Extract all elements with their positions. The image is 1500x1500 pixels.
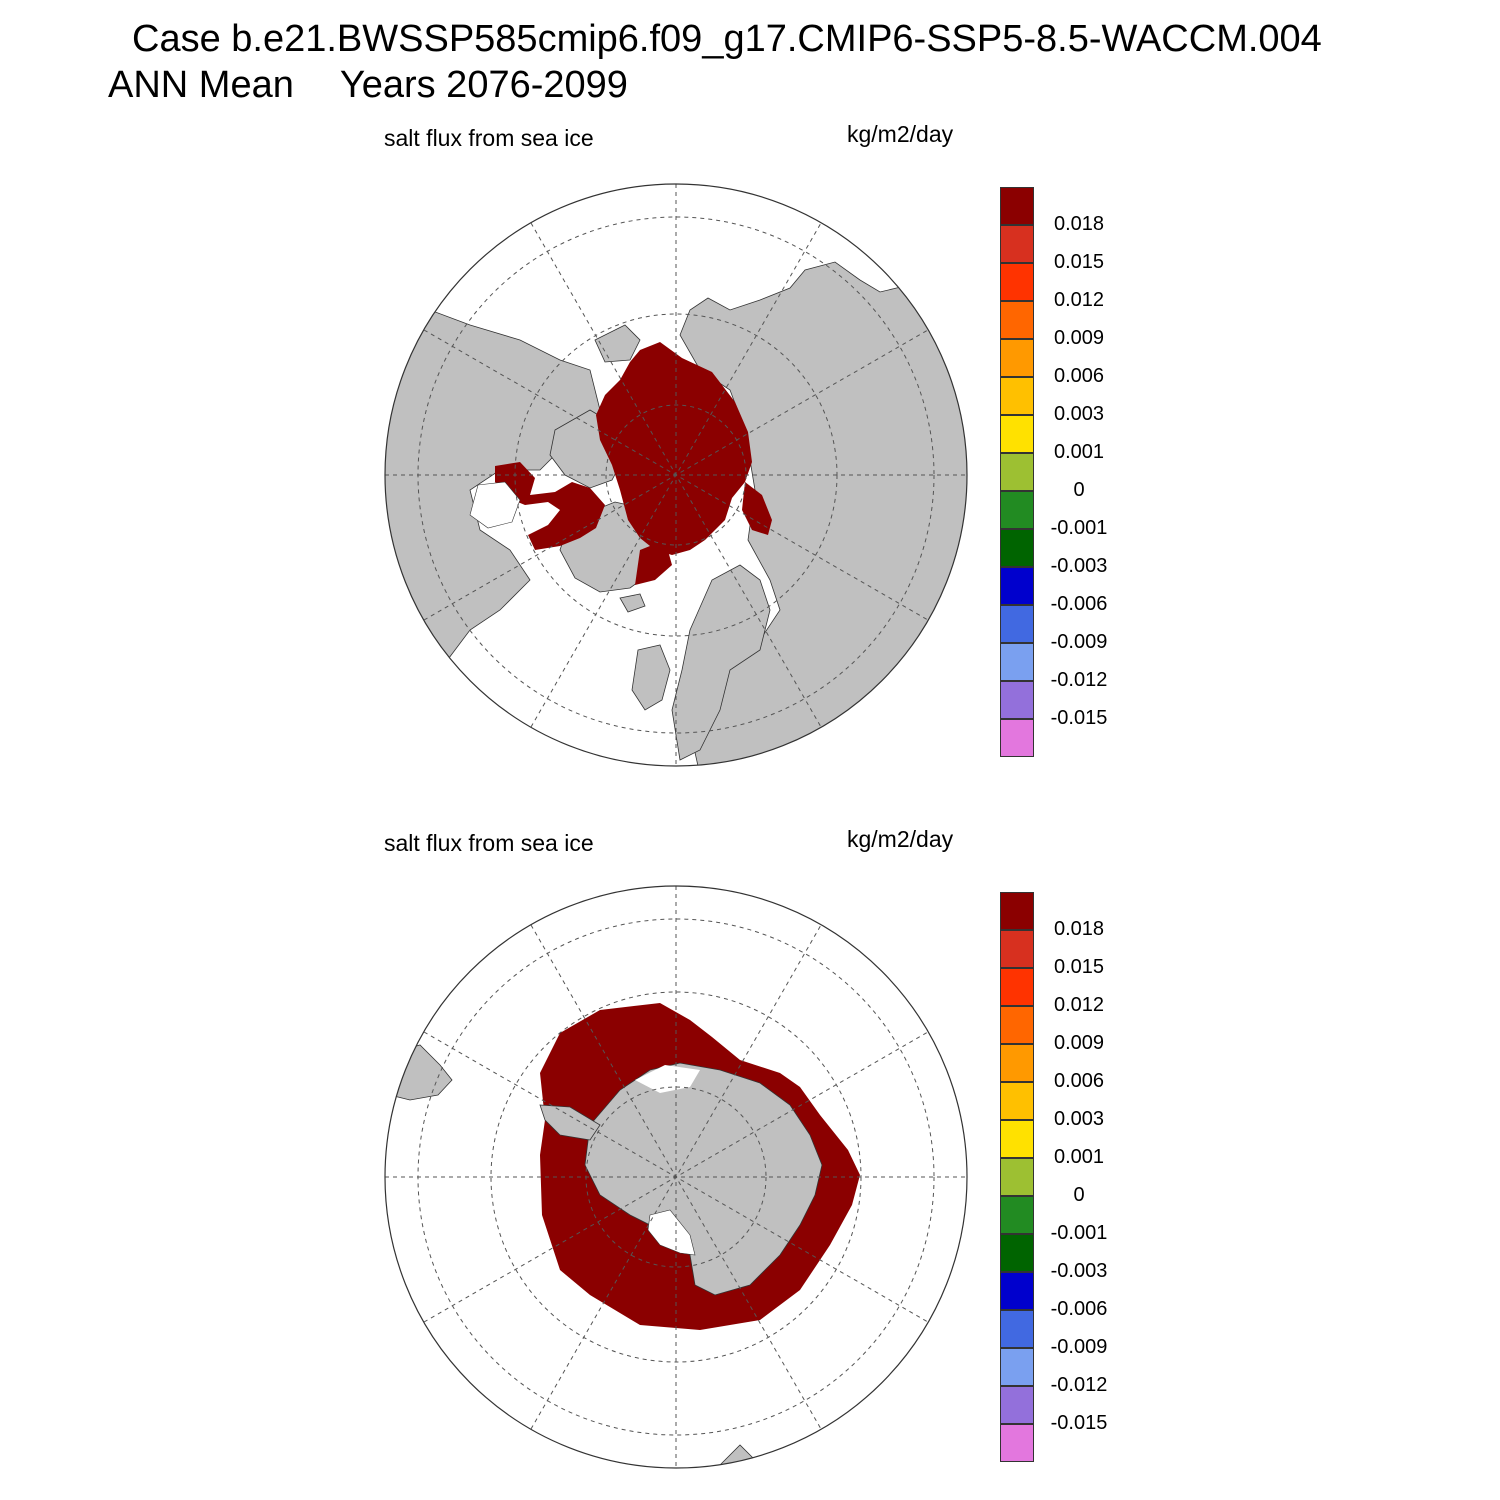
colorbar-label: 0.006 [1053, 365, 1105, 387]
case-title: Case b.e21.BWSSP585cmip6.f09_g17.CMIP6-S… [132, 18, 1322, 60]
colorbar-label: -0.012 [1050, 669, 1108, 691]
field-barents [742, 482, 772, 535]
colorbar-box [1000, 529, 1034, 567]
colorbar-box [1000, 1044, 1034, 1082]
land-europe [671, 564, 771, 761]
colorbar-label: 0.001 [1053, 441, 1105, 463]
colorbar-label: 0.001 [1053, 1146, 1105, 1168]
colorbar-box [1000, 1424, 1034, 1462]
panel-units: kg/m2/day [847, 826, 954, 852]
colorbar-box [1000, 605, 1034, 643]
colorbar-label: -0.001 [1050, 517, 1108, 539]
land-chukotka [594, 324, 641, 363]
colorbar-label: 0.006 [1053, 1070, 1105, 1092]
panel-title: salt flux from sea ice [384, 830, 594, 856]
colorbar-label: -0.006 [1050, 1298, 1108, 1320]
colorbar-box [1000, 681, 1034, 719]
antarctic-map [384, 885, 968, 1469]
colorbar-label: 0.012 [1053, 289, 1105, 311]
colorbar-box [1000, 1120, 1034, 1158]
colorbar-box [1000, 719, 1034, 757]
colorbar-box [1000, 225, 1034, 263]
colorbar-label: 0.015 [1053, 956, 1105, 978]
colorbar-label: 0.009 [1053, 327, 1105, 349]
panel-units: kg/m2/day [847, 121, 954, 147]
colorbar-box [1000, 892, 1034, 930]
colorbar-box [1000, 1234, 1034, 1272]
map-boundary [384, 183, 968, 767]
colorbar-label: -0.003 [1050, 555, 1108, 577]
colorbar-box [1000, 1272, 1034, 1310]
colorbar-box [1000, 491, 1034, 529]
season-label: ANN Mean [108, 64, 294, 106]
land-iceland [619, 593, 646, 613]
panel-title: salt flux from sea ice [384, 125, 594, 151]
land-british-isles [631, 644, 671, 711]
colorbar-box [1000, 1348, 1034, 1386]
hudson-bay-water [469, 481, 521, 529]
period-title: ANN Mean Years 2076-2099 [108, 64, 628, 107]
colorbar-label: -0.006 [1050, 593, 1108, 615]
colorbar-box [1000, 453, 1034, 491]
colorbar-label: -0.015 [1050, 1412, 1108, 1434]
colorbar-label: 0.003 [1053, 1108, 1105, 1130]
colorbar-box [1000, 1310, 1034, 1348]
colorbar-box [1000, 930, 1034, 968]
land-antarctic-peninsula [539, 1104, 601, 1141]
colorbar-box [1000, 263, 1034, 301]
colorbar-box [1000, 1082, 1034, 1120]
colorbar-label: 0.018 [1053, 213, 1105, 235]
field-arctic-ocean [596, 342, 752, 555]
graticule [385, 886, 967, 1468]
colorbar-box [1000, 415, 1034, 453]
colorbar-label: 0.003 [1053, 403, 1105, 425]
colorbar-label: 0 [1073, 1184, 1085, 1206]
colorbar-box [1000, 301, 1034, 339]
colorbar-box [1000, 1158, 1034, 1196]
colorbar-box [1000, 643, 1034, 681]
colorbar-box [1000, 1196, 1034, 1234]
colorbar-box [1000, 1006, 1034, 1044]
colorbar-box [1000, 1386, 1034, 1424]
weddell-sea-water [635, 1065, 700, 1093]
colorbar-label: 0.015 [1053, 251, 1105, 273]
colorbar-box [1000, 567, 1034, 605]
arctic-panel: salt flux from sea ice kg/m2/day [0, 110, 1500, 790]
antarctic-panel: salt flux from sea ice kg/m2/day [0, 815, 1500, 1495]
ross-sea-water [647, 1209, 696, 1256]
graticule [385, 184, 967, 766]
colorbar-label: 0.009 [1053, 1032, 1105, 1054]
map-boundary [384, 885, 968, 1469]
colorbar-box [1000, 377, 1034, 415]
colorbar-label: -0.012 [1050, 1374, 1108, 1396]
colorbar-label: 0.012 [1053, 994, 1105, 1016]
colorbar-box [1000, 339, 1034, 377]
colorbar-box [1000, 968, 1034, 1006]
field-hudson-baffin [495, 462, 605, 550]
field-east-greenland [635, 540, 672, 585]
colorbar-label: 0.018 [1053, 918, 1105, 940]
colorbar-label: -0.009 [1050, 631, 1108, 653]
colorbar-label: 0 [1073, 479, 1085, 501]
colorbar-label: -0.009 [1050, 1336, 1108, 1358]
colorbar-label: -0.015 [1050, 707, 1108, 729]
colorbar-label: -0.001 [1050, 1222, 1108, 1244]
arctic-map [384, 183, 968, 767]
years-label: Years 2076-2099 [339, 64, 628, 106]
colorbar-box [1000, 187, 1034, 225]
colorbar-label: -0.003 [1050, 1260, 1108, 1282]
